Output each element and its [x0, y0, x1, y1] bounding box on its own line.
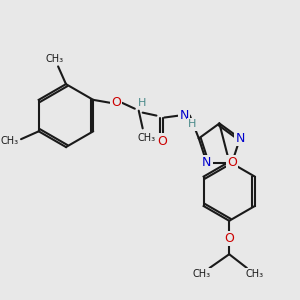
Text: CH₃: CH₃: [45, 54, 63, 64]
Text: N: N: [179, 109, 189, 122]
Text: N: N: [202, 156, 211, 169]
Text: O: O: [158, 135, 167, 148]
Text: O: O: [111, 96, 121, 109]
Text: CH₃: CH₃: [0, 136, 18, 146]
Text: O: O: [227, 156, 237, 169]
Text: CH₃: CH₃: [246, 269, 264, 279]
Text: H: H: [188, 119, 196, 129]
Text: H: H: [137, 98, 146, 108]
Text: O: O: [224, 232, 234, 245]
Text: N: N: [235, 132, 244, 145]
Text: CH₃: CH₃: [137, 133, 156, 143]
Text: CH₃: CH₃: [193, 269, 211, 279]
